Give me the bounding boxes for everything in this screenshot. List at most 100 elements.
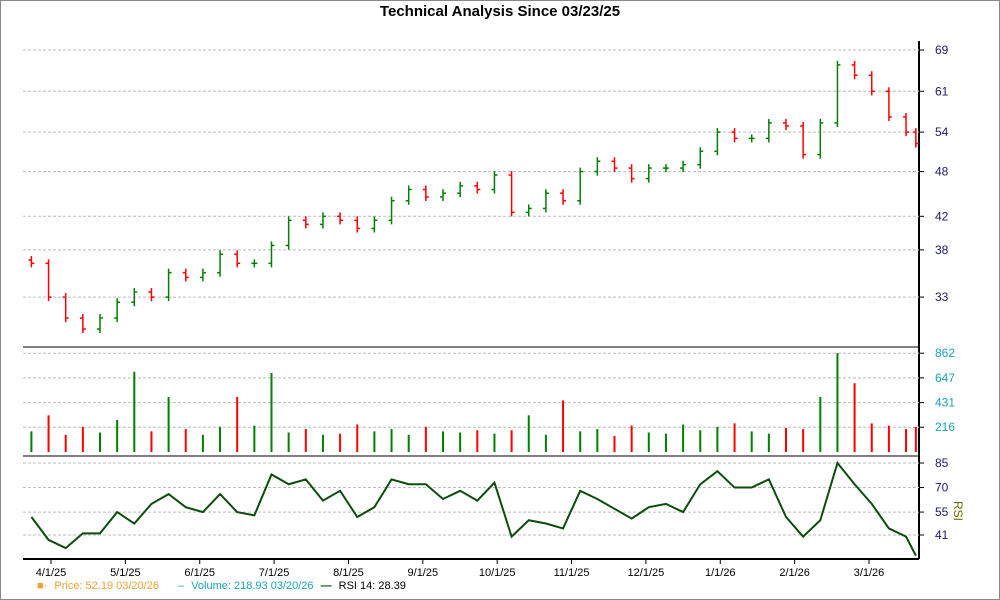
price-bar [491,171,498,194]
volume-bar [64,434,67,452]
price-bar [354,216,361,233]
volume-bar [699,430,702,452]
x-tick-label: 2/1/26 [779,567,810,579]
price-bar [302,216,309,229]
price-bar [628,164,635,183]
price-bar [525,204,532,217]
x-tick-label: 3/1/26 [854,567,885,579]
price-bar [680,160,687,173]
volume-bar [304,429,307,452]
volume-bar [287,432,290,452]
rsi-tick-label: 85 [935,456,949,470]
rsi-tick-label: 55 [935,505,949,519]
volume-tick-label: 862 [935,346,955,360]
volume-tick-label: 431 [935,396,955,410]
price-bar [800,121,807,159]
price-bar [337,212,344,225]
price-bar [131,288,138,307]
price-bar [903,112,910,137]
volume-bar [424,426,427,452]
rsi-axis-label: RSI [951,501,965,521]
volume-bar [914,426,917,452]
price-bar [912,128,919,148]
volume-bar [47,415,50,452]
rsi-legend-icon: — [320,580,332,592]
price-bar [508,171,515,217]
chart-title: Technical Analysis Since 03/23/25 [379,3,621,20]
volume-legend-icon: – [178,580,185,592]
volume-bar [596,429,599,452]
price-bar [817,118,824,159]
x-tick-label: 11/1/25 [554,567,590,579]
volume-bar [613,435,616,452]
price-bar [388,196,395,225]
volume-bar [81,426,84,452]
price-bar [268,241,275,268]
price-bar [560,189,567,205]
volume-bar [682,424,685,452]
price-tick-label: 61 [935,84,949,98]
price-bar [474,181,481,194]
volume-bar [716,426,719,452]
price-bar [422,185,429,201]
x-tick-label: 7/1/25 [259,567,290,579]
volume-bar [870,423,873,452]
price-tick-label: 54 [935,125,949,139]
volume-bar [339,433,342,452]
volume-bar [167,396,170,452]
volume-bar [767,433,770,452]
volume-bar [116,419,119,452]
price-bar [62,293,69,323]
volume-bar [184,429,187,452]
price-bar [319,212,326,229]
volume-bar [201,434,204,452]
price-tick-label: 38 [935,243,949,257]
price-bar [251,259,258,268]
volume-tick-label: 647 [935,371,955,385]
price-bar [714,128,721,156]
volume-bar [887,425,890,452]
price-bar [234,250,241,268]
price-bar [885,87,892,121]
volume-bar [802,429,805,452]
price-bar [851,60,858,80]
volume-bar [853,383,856,452]
volume-bar [150,431,153,452]
price-bar [457,181,464,198]
price-bar [148,288,155,302]
volume-bar [253,425,256,452]
volume-bar [836,353,839,452]
price-bar [731,128,738,143]
rsi-legend: RSI 14: 28.39 [338,580,406,592]
volume-tick-label: 216 [935,420,955,434]
price-bar [542,189,549,213]
price-bar [165,268,172,302]
volume-bar [442,431,444,452]
price-bar [765,118,772,143]
price-bar [285,216,292,250]
x-tick-label: 9/1/25 [408,567,439,579]
price-bar [577,167,584,205]
rsi-line [30,460,917,557]
price-bar [199,268,206,282]
price-bar [371,216,378,233]
legend: ■· Price: 52.19 03/20/26 – Volume: 218.9… [37,580,410,592]
price-bar [611,157,618,173]
price-tick-label: 48 [935,165,949,179]
x-tick-label: 6/1/25 [184,567,215,579]
x-tick-label: 8/1/25 [333,567,364,579]
volume-legend: Volume: 218.93 03/20/26 [191,580,314,592]
price-bar [217,250,224,277]
x-tick-label: 1/1/26 [705,567,736,579]
volume-bar [905,429,908,452]
price-bar [748,134,755,143]
volume-bar [630,425,633,452]
volume-bar [733,423,736,452]
x-tick-label: 10/1/25 [479,567,516,579]
volume-bar [407,434,410,452]
volume-bar [270,372,273,452]
price-bar [28,255,35,268]
volume-bar [99,432,101,452]
price-bar [834,60,841,127]
